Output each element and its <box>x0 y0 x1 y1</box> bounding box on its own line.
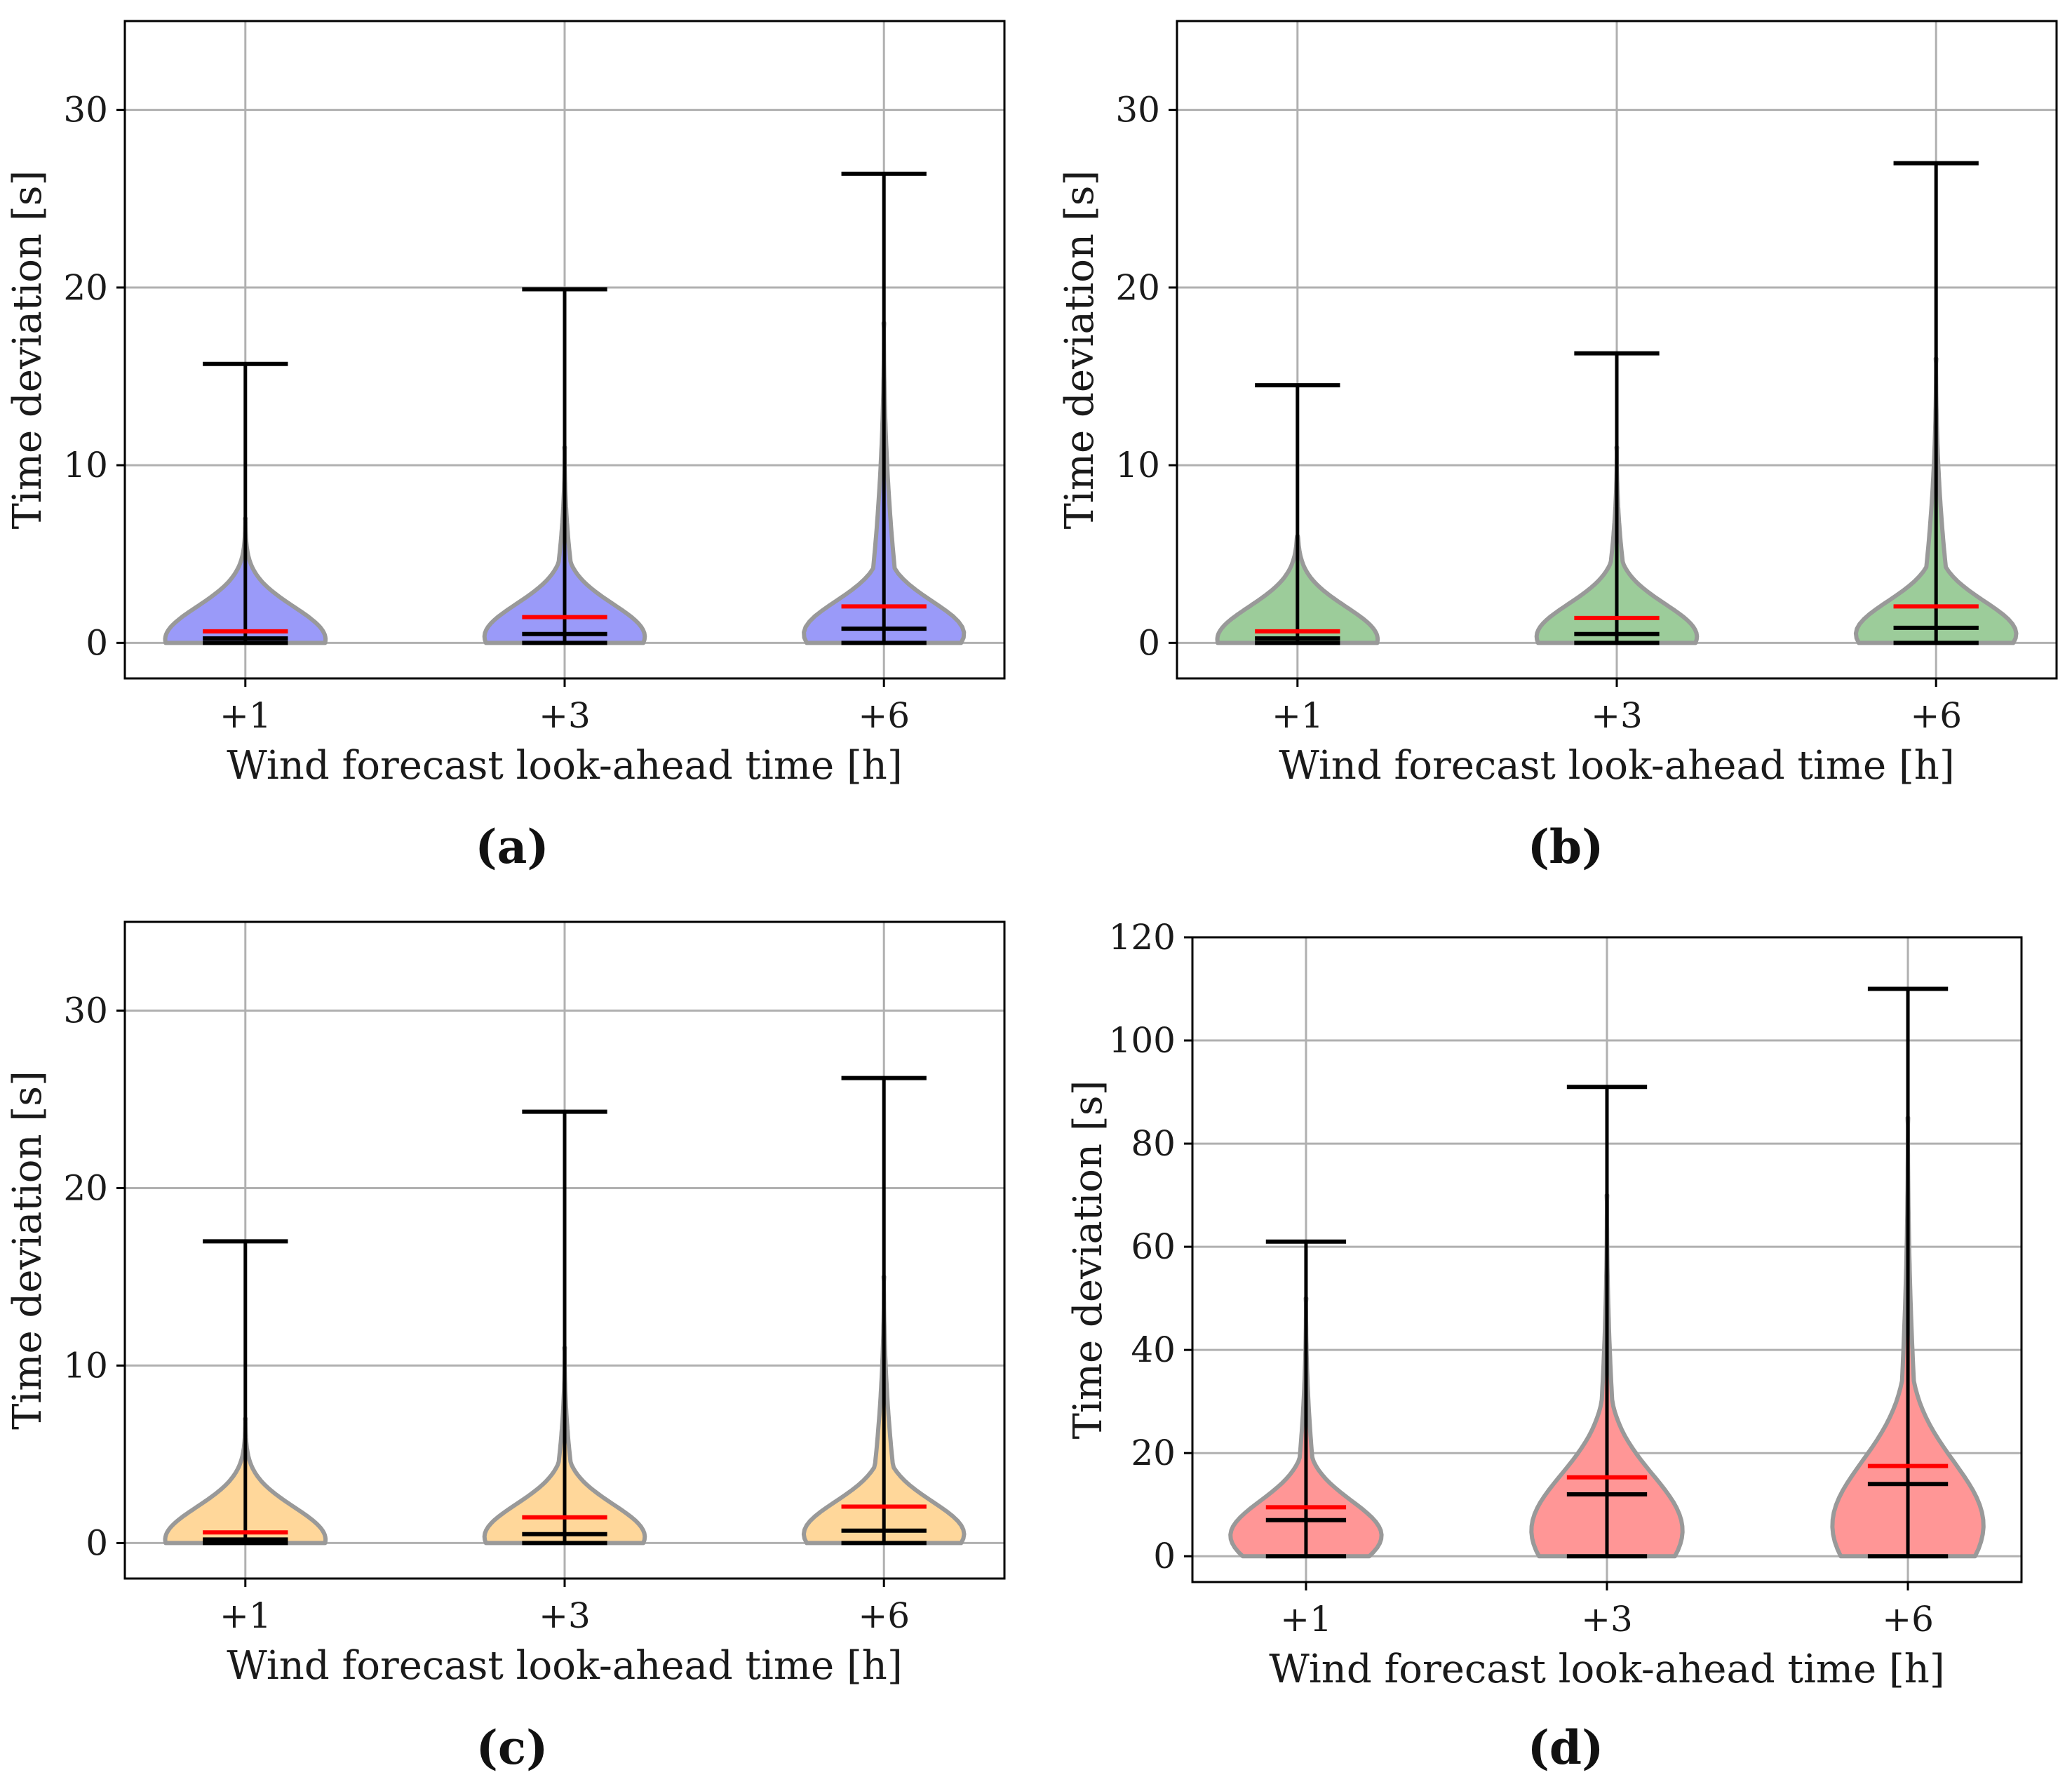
panel-label: (a) <box>475 819 549 874</box>
y-tick-label: 20 <box>1131 1433 1176 1473</box>
panel-b: 0 10 20 30 +1 +3 +6 Wind forecast look-ahead ti… <box>1057 20 2058 874</box>
panel-label: (c) <box>476 1720 549 1775</box>
x-tick-label: +1 <box>220 695 271 736</box>
y-tick-label: 0 <box>1153 1536 1176 1576</box>
x-tick-label: +1 <box>1272 695 1324 736</box>
panel-a: 0 10 20 30 +1 +3 +6 Wind forecast look-ahead ti… <box>5 20 1006 874</box>
x-tick-label: +3 <box>1591 695 1643 736</box>
y-tick-label: 0 <box>86 622 108 663</box>
x-axis-label: Wind forecast look-ahead time [h] <box>227 1643 902 1689</box>
y-tick-label: 30 <box>63 990 108 1031</box>
y-tick-label: 0 <box>86 1522 108 1563</box>
y-tick-label: 0 <box>1138 622 1160 663</box>
x-tick-label: +6 <box>858 1595 910 1636</box>
x-tick-label: +1 <box>220 1595 271 1636</box>
y-axis-label: Time deviation [s] <box>1057 170 1103 530</box>
y-tick-label: 10 <box>1115 445 1160 485</box>
x-tick-label: +3 <box>539 1595 591 1636</box>
y-tick-label: 20 <box>1115 267 1160 308</box>
x-axis-label: Wind forecast look-ahead time [h] <box>1269 1647 1944 1692</box>
y-tick-label: 10 <box>63 445 108 485</box>
x-tick-label: +6 <box>1910 695 1962 736</box>
y-axis-label: Time deviation [s] <box>5 1071 51 1430</box>
panel-label: (b) <box>1528 819 1604 874</box>
y-tick-label: 40 <box>1131 1329 1176 1370</box>
x-tick-label: +6 <box>1882 1599 1934 1640</box>
x-tick-label: +3 <box>539 695 591 736</box>
y-tick-label: 10 <box>63 1345 108 1386</box>
y-tick-label: 20 <box>63 1167 108 1208</box>
y-tick-label: 100 <box>1109 1020 1176 1061</box>
panel-d: 0 20 40 60 80 100 120 +1 +3 +6 Wind forecast look-… <box>1065 917 2023 1775</box>
panel-label: (d) <box>1528 1720 1604 1775</box>
x-tick-label: +3 <box>1581 1599 1633 1640</box>
y-axis-label: Time deviation [s] <box>1065 1080 1111 1440</box>
x-tick-label: +6 <box>858 695 910 736</box>
panel-c: 0 10 20 30 +1 +3 +6 Wind forecast look-ahead ti… <box>5 920 1006 1775</box>
y-tick-label: 30 <box>63 90 108 130</box>
x-tick-label: +1 <box>1280 1599 1332 1640</box>
y-tick-label: 80 <box>1131 1123 1176 1164</box>
y-tick-label: 120 <box>1109 917 1176 958</box>
x-axis-label: Wind forecast look-ahead time [h] <box>227 743 902 789</box>
y-tick-label: 20 <box>63 267 108 308</box>
y-tick-label: 60 <box>1131 1226 1176 1267</box>
y-tick-label: 30 <box>1115 90 1160 130</box>
y-axis-label: Time deviation [s] <box>5 170 51 530</box>
x-axis-label: Wind forecast look-ahead time [h] <box>1279 743 1954 789</box>
